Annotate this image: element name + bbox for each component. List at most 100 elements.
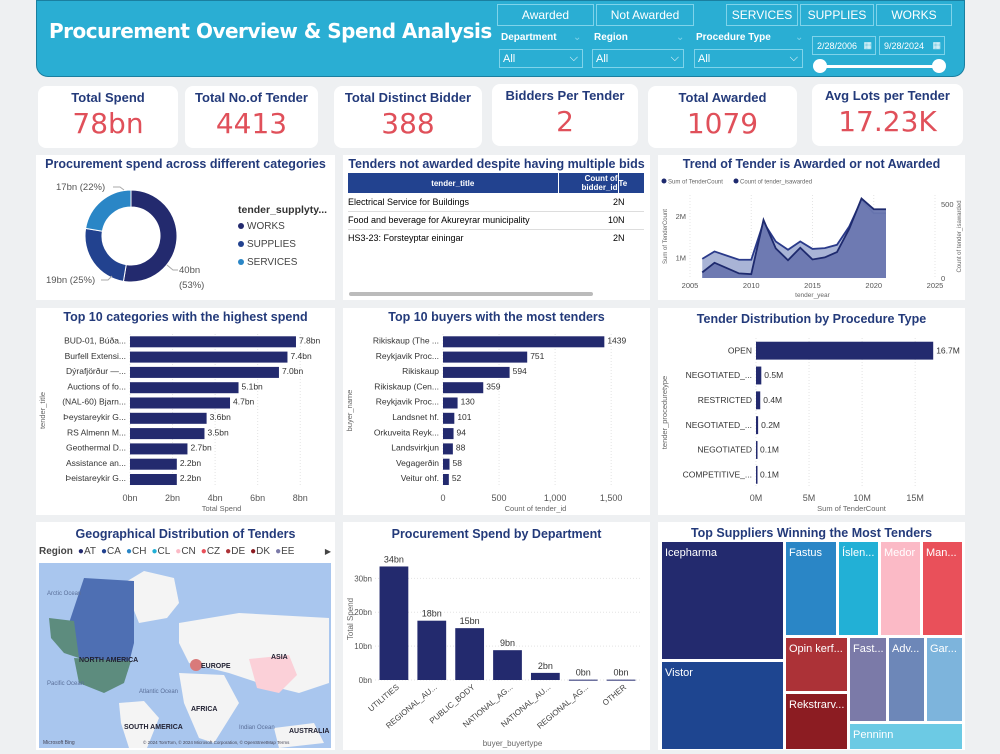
- x-tick-label: 2020: [865, 281, 882, 290]
- procedure-type-label: Procedure Type: [696, 32, 771, 43]
- supplies-button[interactable]: SUPPLIES: [800, 4, 874, 26]
- treemap-tile[interactable]: Gar...: [926, 637, 963, 722]
- end-date-input[interactable]: 9/28/2024 ▦: [879, 36, 945, 55]
- works-button[interactable]: WORKS: [876, 4, 952, 26]
- data-label: 88: [456, 443, 466, 453]
- leader-line: [166, 264, 178, 271]
- treemap-tile[interactable]: Fast...: [849, 637, 887, 722]
- tile-label: Penninn: [853, 729, 894, 741]
- data-label: 19bn (25%): [46, 275, 95, 286]
- category-label: Dýrafjörður —...: [66, 366, 126, 376]
- data-label: 52: [452, 473, 462, 483]
- y-tick-label: 30bn: [354, 574, 372, 583]
- data-label: 0.5M: [764, 370, 783, 380]
- calendar-icon: ▦: [863, 40, 872, 50]
- awarded-button[interactable]: Awarded: [497, 4, 594, 26]
- map-label: AFRICA: [191, 706, 217, 713]
- data-label: 7.0bn: [282, 366, 304, 376]
- not-awarded-button[interactable]: Not Awarded: [596, 4, 694, 26]
- cell: 10: [607, 215, 618, 225]
- legend-dot: ●: [77, 546, 84, 557]
- cell: Electrical Service for Buildings: [348, 196, 470, 207]
- category-label: NEGOTIATED_...: [686, 420, 752, 430]
- services-button[interactable]: SERVICES: [726, 4, 798, 26]
- legend-item-cn[interactable]: ●CN: [175, 546, 196, 557]
- x-tick-label: 8bn: [293, 493, 308, 503]
- chevron-down-icon[interactable]: ⌄: [676, 32, 685, 43]
- column-header[interactable]: Count of bidder_id: [557, 173, 618, 193]
- leader-line: [113, 186, 125, 191]
- x-tick-label: 0: [440, 493, 445, 503]
- legend-label: AT: [83, 546, 96, 557]
- legend-item-at[interactable]: ●AT: [78, 546, 96, 557]
- table-row[interactable]: Food and beverage for Akureyrar municipa…: [348, 211, 644, 229]
- cell: Food and beverage for Akureyrar municipa…: [348, 215, 530, 225]
- category-label: (NAL-60) Bjarn...: [62, 397, 126, 407]
- legend-dot: ●: [275, 546, 282, 557]
- column-header[interactable]: Te: [617, 173, 644, 193]
- legend-item-cl[interactable]: ●CL: [151, 546, 170, 557]
- legend-label: CH: [131, 546, 147, 557]
- map-label: SOUTH AMERICA: [124, 724, 183, 731]
- treemap-tile[interactable]: Adv...: [888, 637, 925, 722]
- china-region: [249, 655, 297, 693]
- kpi-value: 17.23K: [838, 105, 937, 138]
- date-slider-track[interactable]: [820, 65, 940, 68]
- legend-item-cz[interactable]: ●CZ: [201, 546, 220, 557]
- department-select[interactable]: All ⌵: [499, 49, 583, 68]
- suppliers-treemap: Icepharma Vistor Fastus Íslen... Medor Man...…: [661, 541, 963, 750]
- table-row[interactable]: HS3-23: Forsteyptar einingar 2 N: [348, 229, 644, 247]
- cell: N: [618, 215, 625, 225]
- column-header[interactable]: tender_title: [431, 178, 475, 188]
- world-map[interactable]: Arctic Ocean NORTH AMERICA EUROPE ASIA Pacif…: [39, 563, 331, 748]
- treemap-tile[interactable]: Fastus: [785, 541, 837, 636]
- bar: [379, 566, 409, 680]
- data-label: 16.7M: [936, 345, 960, 355]
- donut-slice: [122, 189, 178, 283]
- europe-marker: [190, 659, 202, 671]
- kpi-value: 78bn: [72, 107, 144, 140]
- chevron-down-icon[interactable]: ⌄: [795, 32, 804, 43]
- bar: [756, 416, 759, 435]
- legend-next-arrow-icon[interactable]: ▶: [324, 547, 331, 556]
- x-axis-title: Total Spend: [202, 504, 242, 513]
- kpi-value: 2: [556, 105, 574, 138]
- legend-label: CN: [181, 546, 196, 557]
- category-label: NEGOTIATED_...: [686, 370, 752, 380]
- legend-item-dk[interactable]: ●DK: [250, 546, 270, 557]
- treemap-tile[interactable]: Man...: [922, 541, 963, 636]
- chevron-down-icon[interactable]: ⌄: [573, 32, 582, 43]
- start-date-input[interactable]: 2/28/2006 ▦: [812, 36, 876, 55]
- x-axis-title: tender_year: [795, 292, 831, 299]
- legend-item-ch[interactable]: ●CH: [126, 546, 147, 557]
- procedure-type-select[interactable]: All ⌵: [694, 49, 803, 68]
- date-slider-start-handle[interactable]: [813, 59, 827, 73]
- treemap-tile[interactable]: Penninn: [849, 723, 963, 750]
- legend-marker: [661, 178, 667, 184]
- treemap-tile[interactable]: Íslen...: [838, 541, 879, 636]
- treemap-panel: Top Suppliers Winning the Most Tenders I…: [658, 522, 965, 750]
- table-row[interactable]: Electrical Service for Buildings 2 N: [348, 193, 644, 211]
- treemap-tile[interactable]: Rekstrarv...: [785, 693, 848, 750]
- x-tick-label: 15M: [906, 493, 924, 503]
- data-label: 40bn: [179, 265, 200, 276]
- treemap-tile[interactable]: Medor: [880, 541, 921, 636]
- legend-item-de[interactable]: ●DE: [225, 546, 245, 557]
- buyers-bar-chart: 0 500 1,000 1,500 Rikiskaup (The ... 1439 Reyk…: [345, 334, 627, 513]
- data-label: 101: [457, 412, 471, 422]
- bar: [130, 382, 239, 394]
- horizontal-scrollbar[interactable]: [349, 292, 593, 296]
- leader-line: [101, 275, 113, 281]
- legend-item-ee[interactable]: ●EE: [275, 546, 294, 557]
- treemap-tile[interactable]: Icepharma: [661, 541, 784, 660]
- treemap-tile[interactable]: Opin kerf...: [785, 637, 848, 692]
- x-tick-label: 4bn: [208, 493, 223, 503]
- kpi-value: 388: [381, 107, 435, 140]
- legend-item-ca[interactable]: ●CA: [101, 546, 121, 557]
- y-axis-title: Total Spend: [346, 598, 355, 640]
- legend-label: DE: [231, 546, 246, 557]
- region-select[interactable]: All ⌵: [592, 49, 684, 68]
- category-label: NEGOTIATED: [697, 445, 752, 455]
- treemap-tile[interactable]: Vistor: [661, 661, 784, 750]
- date-slider-end-handle[interactable]: [932, 59, 946, 73]
